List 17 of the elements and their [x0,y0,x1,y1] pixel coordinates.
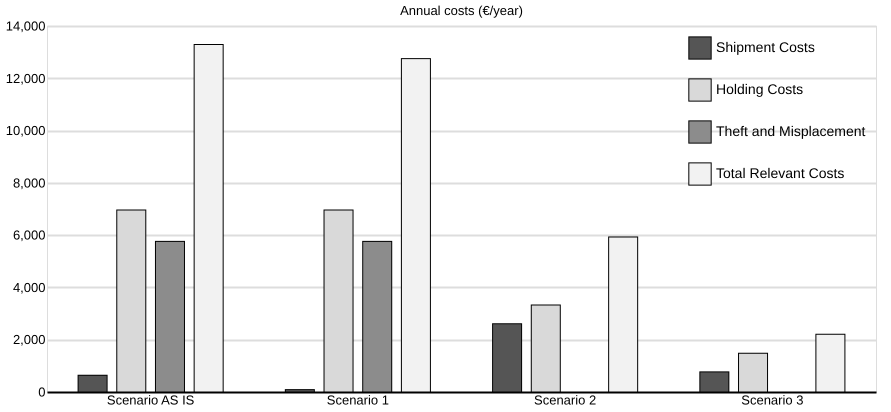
y-tick-label: 14,000 [6,18,46,34]
y-tick-label: 0 [38,384,46,400]
legend-label: Theft and Misplacement [716,123,866,139]
x-tick-label: Scenario AS IS [106,392,195,408]
x-tick-label: Scenario 3 [741,392,804,408]
y-tick-label: 4,000 [12,280,46,295]
legend-label: Holding Costs [716,81,804,97]
legend-label: Shipment Costs [716,39,815,55]
chart-title: Annual costs (€/year) [400,3,523,18]
y-tick-label: 12,000 [6,70,46,86]
y-tick-label: 8,000 [12,175,46,190]
y-tick-label: 2,000 [12,332,46,348]
legend-label: Total Relevant Costs [716,165,844,181]
y-tick-label: 6,000 [12,228,46,243]
x-tick-label: Scenario 1 [326,392,389,408]
x-tick-label: Scenario 2 [534,392,596,408]
y-tick-label: 10,000 [6,123,46,138]
